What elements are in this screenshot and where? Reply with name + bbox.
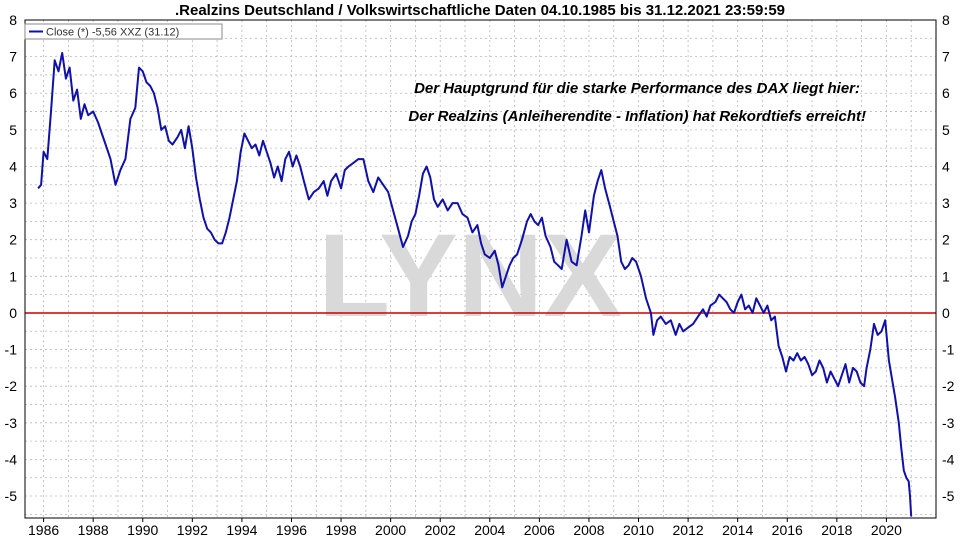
x-axis: 1986 1988 1990 1992 1994 1996 1998 2000 2002 2004… [28,518,902,538]
y-tick-label-right: 4 [942,158,950,174]
legend-box [24,23,223,40]
series-line-close [37,52,913,517]
x-tick-label: 1998 [325,522,356,538]
x-tick-label: 1994 [226,522,257,538]
x-tick-label: 2010 [623,522,654,538]
y-tick-label-right: 5 [942,122,950,138]
y-tick-label-left: -4 [5,451,18,467]
x-tick-label: 2014 [722,522,753,538]
x-tick-label: 2012 [673,522,704,538]
y-tick-label-left: 2 [9,232,17,248]
y-tick-label-right: 7 [942,49,950,65]
y-tick-label-right: -3 [942,415,955,431]
y-tick-label-left: -3 [5,415,18,431]
y-tick-label-left: 7 [9,49,17,65]
y-tick-label-right: -2 [942,378,955,394]
y-tick-label-right: -5 [942,488,955,504]
x-tick-label: 2016 [772,522,803,538]
x-tick-label: 2002 [425,522,456,538]
y-axis-right: 8 7 6 5 4 3 2 1 0 -1 -2 -3 -4 -5 [942,12,955,504]
annotation-line-1: Der Hauptgrund für die starke Performanc… [414,80,860,97]
y-tick-label-left: -5 [5,488,18,504]
x-tick-label: 1996 [276,522,307,538]
y-tick-label-left: 0 [9,305,17,321]
y-tick-label-left: 1 [9,268,17,284]
y-tick-label-right: 0 [942,305,950,321]
x-tick-label: 2018 [821,522,852,538]
x-tick-label: 1992 [177,522,208,538]
chart-title: .Realzins Deutschland / Volkswirtschaftl… [174,2,786,19]
x-tick-label: 2000 [375,522,406,538]
legend: Close (*) -5,56 XXZ (31.12) [24,23,223,40]
y-tick-label-left: 5 [9,122,17,138]
y-tick-label-left: -2 [5,378,18,394]
legend-entry: Close (*) -5,56 XXZ (31.12) [46,27,179,39]
y-tick-label-left: 6 [9,85,17,101]
x-tick-label: 2006 [524,522,555,538]
annotation-line-2: Der Realzins (Anleiherendite - Inflation… [408,108,866,125]
x-tick-label: 2020 [871,522,902,538]
y-tick-label-left: 8 [9,12,17,28]
y-tick-label-right: 3 [942,195,950,211]
y-tick-label-right: -4 [942,451,955,467]
y-tick-label-right: 6 [942,85,950,101]
x-tick-label: 2008 [573,522,604,538]
plot-area-border [24,19,937,519]
x-tick-label: 1986 [28,522,59,538]
y-tick-label-left: -1 [5,342,18,358]
x-tick-label: 2004 [474,522,505,538]
y-tick-label-right: 8 [942,12,950,28]
y-tick-label-right: -1 [942,342,955,358]
y-axis-left: 8 7 6 5 4 3 2 1 0 -1 -2 -3 -4 -5 [5,12,18,504]
y-tick-label-left: 4 [9,158,17,174]
watermark: LYNX [318,210,622,342]
y-tick-label-left: 3 [9,195,17,211]
x-tick-label: 1990 [127,522,158,538]
x-tick-label: 1988 [78,522,109,538]
y-tick-label-right: 1 [942,268,950,284]
y-tick-label-right: 2 [942,232,950,248]
